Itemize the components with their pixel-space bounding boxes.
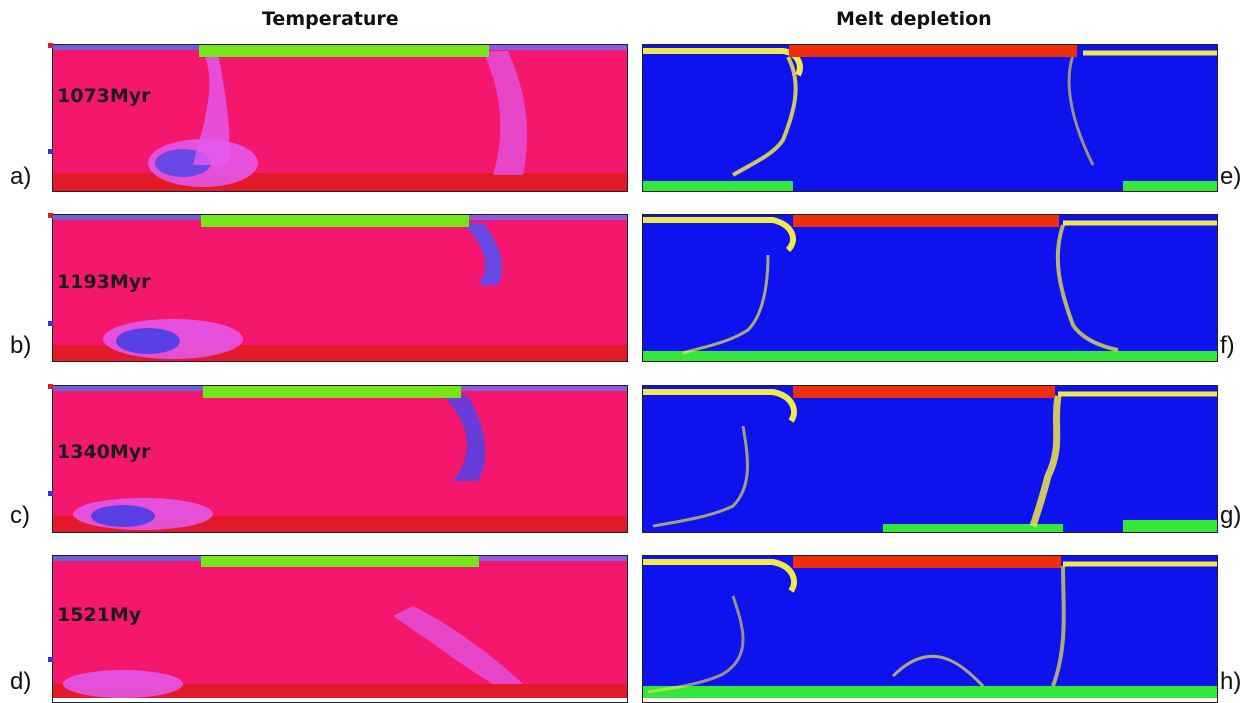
time-label-b: 1193Myr <box>57 271 151 293</box>
temperature-field-c <box>53 386 627 532</box>
melt-field-g <box>643 386 1217 532</box>
temperature-panel-b: 1193Myr <box>52 214 628 362</box>
panel-letter-h: h) <box>1220 668 1242 695</box>
temperature-column-title: Temperature <box>262 8 399 30</box>
panel-letter-e: e) <box>1220 163 1242 190</box>
time-label-d: 1521My <box>57 604 142 626</box>
axis-marker-blue <box>48 657 53 662</box>
time-label-a: 1073Myr <box>57 85 151 107</box>
axis-marker-blue <box>48 491 53 496</box>
melt-field-f <box>643 215 1217 361</box>
temperature-panel-c: 1340Myr <box>52 385 628 533</box>
melt-field-e <box>643 45 1217 191</box>
melt-field-h <box>643 556 1217 698</box>
axis-marker-red <box>48 384 53 389</box>
axis-marker-red <box>48 213 53 218</box>
temperature-panel-a: 1073Myr <box>52 44 628 192</box>
melt-panel-h <box>642 555 1218 703</box>
temperature-field-a <box>53 45 627 191</box>
temperature-field-d <box>53 556 627 698</box>
panel-letter-d: d) <box>10 668 32 695</box>
panel-letter-b: b) <box>10 332 32 359</box>
panel-letter-g: g) <box>1220 502 1242 529</box>
axis-marker-blue <box>48 149 53 154</box>
melt-depletion-column-title: Melt depletion <box>836 8 992 30</box>
melt-panel-g <box>642 385 1218 533</box>
axis-marker-red <box>48 43 53 48</box>
time-label-c: 1340Myr <box>57 441 151 463</box>
temperature-panel-d: 1521My <box>52 555 628 703</box>
temperature-field-b <box>53 215 627 361</box>
panel-letter-f: f) <box>1220 332 1235 359</box>
panel-letter-a: a) <box>10 163 32 190</box>
melt-panel-e <box>642 44 1218 192</box>
panel-letter-c: c) <box>10 502 30 529</box>
melt-panel-f <box>642 214 1218 362</box>
axis-marker-blue <box>48 321 53 326</box>
